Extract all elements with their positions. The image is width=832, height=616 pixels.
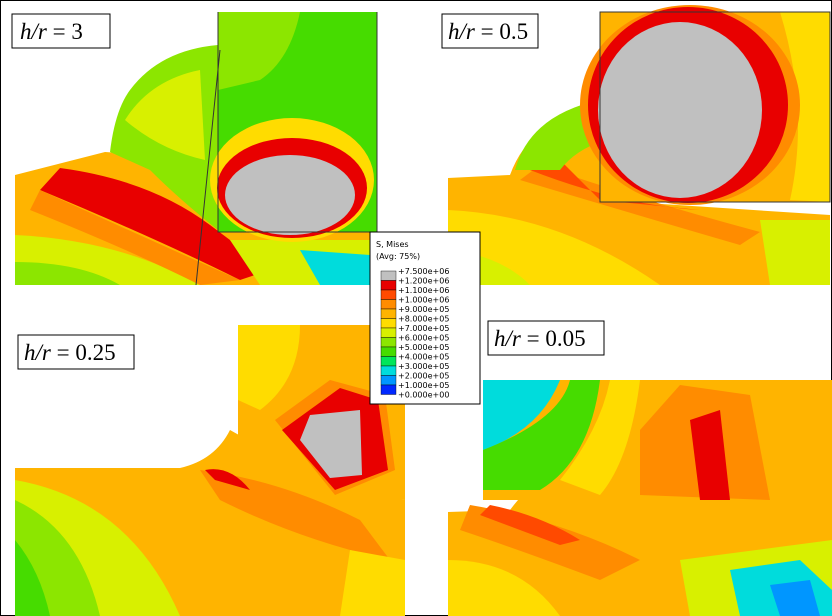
- panel-h-r-0-05: h/r = 0.05: [448, 321, 832, 616]
- label-value: = 0.25: [51, 340, 116, 365]
- legend-level: +3.000e+05: [398, 362, 449, 371]
- legend-level: +5.000e+05: [398, 343, 449, 352]
- legend: S, Mises (Avg: 75%) +7.500e+06+1.200e+06…: [370, 232, 480, 404]
- legend-swatch: [381, 357, 396, 367]
- legend-swatch: [381, 376, 396, 386]
- legend-title: S, Mises: [376, 240, 409, 249]
- label-value: = 3: [47, 19, 83, 44]
- legend-level: +2.000e+05: [398, 372, 449, 381]
- legend-level: +8.000e+05: [398, 315, 449, 324]
- legend-level: +1.100e+06: [398, 286, 449, 295]
- panel-label: h/r = 0.5: [448, 19, 528, 44]
- label-variable: h/r: [24, 340, 52, 365]
- legend-level: +6.000e+05: [398, 334, 449, 343]
- legend-swatch: [381, 290, 396, 300]
- label-variable: h/r: [20, 19, 48, 44]
- panel-label: h/r = 3: [20, 19, 83, 44]
- legend-swatch: [381, 366, 396, 376]
- legend-level: +7.000e+05: [398, 324, 449, 333]
- legend-level: +1.000e+05: [398, 381, 449, 390]
- legend-swatch: [381, 281, 396, 291]
- label-value: = 0.5: [475, 19, 528, 44]
- label-value: = 0.05: [521, 326, 586, 351]
- legend-swatch: [381, 271, 396, 281]
- legend-swatch: [381, 328, 396, 338]
- panel-h-r-0-5: h/r = 0.5: [442, 5, 830, 285]
- legend-level: +1.000e+06: [398, 296, 449, 305]
- legend-level: +4.000e+05: [398, 353, 449, 362]
- legend-swatch: [381, 309, 396, 319]
- panel-label: h/r = 0.05: [494, 326, 586, 351]
- figure: h/r = 3 h/r = 0.5 h/r = 0.25: [0, 0, 832, 616]
- contour-figure: h/r = 3 h/r = 0.5 h/r = 0.25: [0, 0, 832, 616]
- legend-level: +9.000e+05: [398, 305, 449, 314]
- legend-swatch: [381, 347, 396, 357]
- panel-h-r-0-25: h/r = 0.25: [15, 325, 405, 616]
- legend-swatch: [381, 338, 396, 348]
- label-variable: h/r: [448, 19, 476, 44]
- legend-level: +0.000e+00: [398, 391, 449, 400]
- legend-swatch: [381, 319, 396, 329]
- legend-level: +7.500e+06: [398, 267, 449, 276]
- legend-level: +1.200e+06: [398, 277, 449, 286]
- panel-h-r-3: h/r = 3: [12, 12, 377, 285]
- legend-subtitle: (Avg: 75%): [376, 252, 420, 261]
- label-variable: h/r: [494, 326, 522, 351]
- panel-label: h/r = 0.25: [24, 340, 116, 365]
- legend-swatch: [381, 300, 396, 310]
- legend-swatch: [381, 385, 396, 395]
